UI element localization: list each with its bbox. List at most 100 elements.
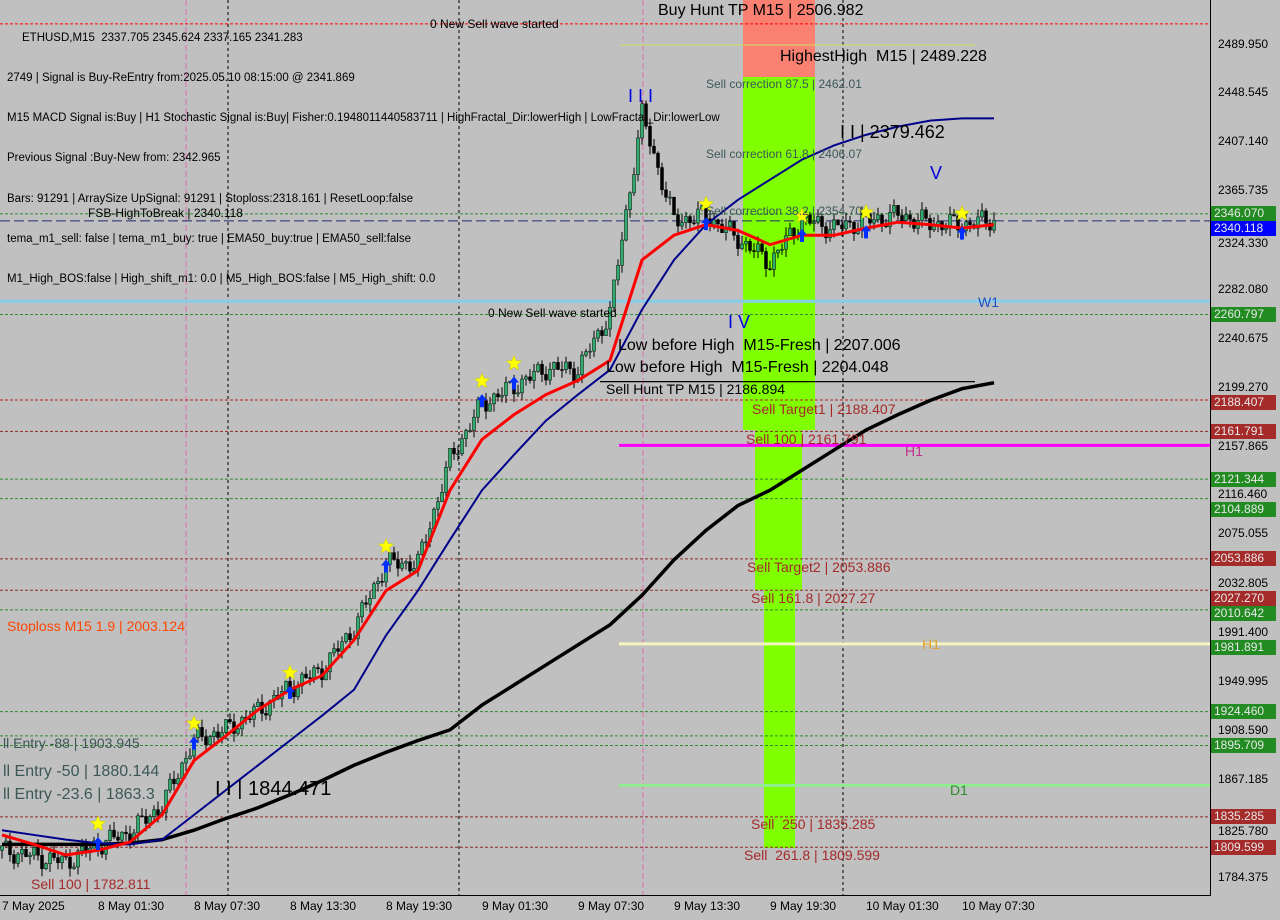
price-tick-label: 1991.400	[1218, 625, 1269, 640]
candle-body	[672, 196, 676, 215]
buy-arrow-icon	[189, 736, 199, 750]
candle-body	[552, 362, 556, 370]
candle-body	[344, 633, 348, 643]
chart-plot-area[interactable]	[0, 0, 1211, 896]
candle-body	[896, 205, 900, 216]
candle-body	[188, 755, 192, 759]
entry-50-label: ll Entry -50 | 1880.144	[3, 763, 160, 780]
candle-body	[744, 241, 748, 245]
price-tick-label: 1908.590	[1218, 722, 1269, 737]
candle-body	[560, 369, 564, 371]
candle-body	[692, 222, 696, 225]
candle-body	[328, 652, 332, 673]
candle-body	[644, 103, 648, 127]
candle-body	[500, 395, 504, 398]
price-tick-label: 1825.780	[1218, 824, 1269, 839]
price-tick-label: 2489.950	[1218, 36, 1269, 51]
candle-body	[484, 400, 488, 412]
candle-body	[556, 362, 560, 370]
candle-body	[852, 222, 856, 234]
candle-body	[200, 727, 204, 737]
candle-body	[332, 648, 336, 654]
candle-body	[676, 214, 680, 227]
macd-signal-line: M15 MACD Signal is:Buy | H1 Stochastic S…	[7, 112, 720, 125]
price-tag: 1981.891	[1211, 640, 1276, 656]
price-tick-label: 1949.995	[1218, 673, 1269, 688]
time-tick-label: 9 May 07:30	[578, 899, 645, 913]
buy-arrow-icon	[477, 394, 487, 408]
signal-line: 2749 | Signal is Buy-ReEntry from:2025.0…	[7, 72, 355, 85]
candle-body	[404, 561, 408, 564]
candle-body	[812, 221, 816, 224]
buy-star-icon	[281, 664, 299, 680]
candle-body	[616, 265, 620, 281]
candle-body	[584, 351, 588, 356]
sell-zone	[755, 430, 802, 590]
time-tick-label: 7 May 2025	[2, 899, 65, 913]
candle-body	[612, 279, 616, 308]
time-tick-label: 8 May 13:30	[290, 899, 357, 913]
candle-body	[184, 758, 188, 764]
time-tick-label: 8 May 01:30	[98, 899, 165, 913]
candle-body	[264, 713, 268, 716]
candle-body	[448, 448, 452, 468]
price-tag: 2027.270	[1211, 591, 1276, 607]
buy-arrow-icon	[861, 225, 871, 239]
buy-arrow-icon	[957, 226, 967, 240]
candle-body	[204, 736, 208, 746]
candle-body	[832, 219, 836, 230]
low-before-high-label: Low before High M15-Fresh | 2207.006	[618, 337, 901, 354]
candle-body	[28, 854, 32, 857]
candle-body	[304, 673, 308, 678]
price-tick-label: 2365.735	[1218, 183, 1269, 198]
entry-236-label: ll Entry -23.6 | 1863.3	[3, 786, 155, 803]
candle-body	[924, 209, 928, 219]
indicator-info-panel: ETHUSD,M15 2337.705 2345.624 2337.165 23…	[7, 5, 720, 300]
candle-body	[36, 846, 40, 856]
candle-body	[904, 214, 908, 221]
candle-body	[872, 219, 876, 224]
time-tick-label: 9 May 13:30	[674, 899, 741, 913]
buy-arrow-icon	[701, 217, 711, 231]
candle-body	[40, 855, 44, 870]
price-tag: 1924.460	[1211, 704, 1276, 720]
sell-zone-upper	[743, 0, 815, 77]
buy-star-icon	[505, 354, 523, 371]
candle-body	[900, 215, 904, 221]
candle-body	[124, 831, 128, 835]
candle-body	[528, 376, 532, 381]
candle-body	[880, 214, 884, 225]
candle-body	[376, 581, 380, 585]
price-chart	[0, 0, 1210, 895]
candle-body	[48, 852, 52, 864]
price-tag: 2121.344	[1211, 471, 1276, 487]
buy-arrow-icon	[797, 228, 807, 242]
candle-body	[144, 816, 148, 824]
price-tick-label: 2032.805	[1218, 576, 1269, 591]
candle-body	[212, 731, 216, 737]
candle-body	[380, 581, 384, 583]
price-tick-label: 2324.330	[1218, 236, 1269, 251]
candle-body	[620, 239, 624, 266]
candle-body	[256, 701, 260, 707]
buy-star-icon	[793, 207, 811, 223]
candle-body	[976, 216, 980, 229]
candle-body	[108, 829, 112, 841]
candle-body	[408, 561, 412, 572]
candle-body	[336, 648, 340, 652]
candle-body	[600, 330, 604, 336]
candle-body	[316, 667, 320, 669]
sell-correction-382-label: Sell correction 38.2 | 2354.70	[706, 204, 862, 218]
candle-body	[736, 235, 740, 249]
price-tick-label: 2157.865	[1218, 438, 1269, 453]
candle-body	[572, 368, 576, 382]
time-tick-label: 8 May 19:30	[386, 899, 453, 913]
candle-body	[920, 209, 924, 221]
wave-ii-top-label: I I | 2379.462	[840, 122, 945, 142]
sell-zone	[743, 77, 815, 430]
candle-body	[784, 235, 788, 250]
candle-body	[840, 224, 844, 229]
candle-body	[824, 226, 828, 239]
candle-body	[0, 845, 4, 851]
candle-body	[792, 227, 796, 237]
